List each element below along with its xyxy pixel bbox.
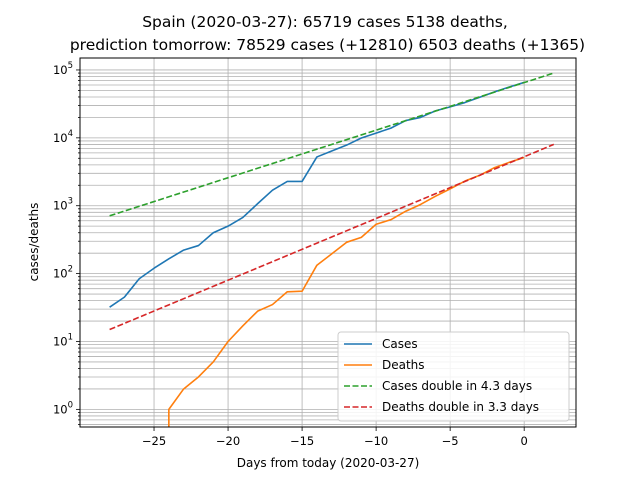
plot-lines [109,72,555,427]
y-tick-label: 101 [53,332,73,348]
series-line-deaths-double-in-3-3-days [109,143,555,331]
y-tick-label: 103 [53,197,73,213]
y-tick-label: 102 [53,265,73,281]
y-axis-ticks: 100 101 102 103 104 105 [53,61,80,425]
x-tick-label: −25 [142,434,166,448]
series-line-cases-double-in-4-3-days [109,72,555,217]
axes-frame [79,57,577,428]
y-tick-label: 104 [53,129,73,145]
chart-title-line2: prediction tomorrow: 78529 cases (+12810… [65,36,585,54]
y-axis-label: cases/deaths [27,203,41,282]
x-axis-ticks: −25 −20 −15 −10 −5 0 [142,427,528,448]
legend-label: Deaths [382,358,425,372]
x-tick-label: −5 [442,434,459,448]
x-tick-label: −20 [216,434,240,448]
x-tick-label: 0 [521,434,528,448]
legend-label: Cases [382,337,418,351]
legend-box [337,331,570,422]
legend-label: Cases double in 4.3 days [382,379,532,393]
legend-label: Deaths double in 3.3 days [382,400,539,414]
x-tick-label: −15 [290,434,314,448]
x-tick-label: −10 [364,434,388,448]
x-axis-label: Days from today (2020-03-27) [237,456,420,470]
chart-title-line1: Spain (2020-03-27): 65719 cases 5138 dea… [142,13,508,31]
y-tick-label: 105 [53,61,73,77]
legend: Cases Deaths Cases double in 4.3 days Death… [337,331,570,422]
y-tick-label: 100 [53,400,73,416]
series-line-deaths [168,156,525,427]
